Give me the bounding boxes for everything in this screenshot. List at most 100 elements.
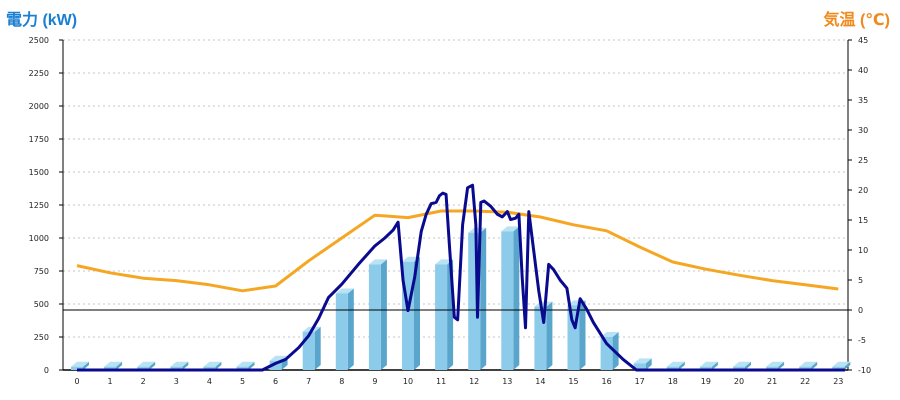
x-tick-label: 14	[535, 377, 545, 386]
bar-top	[335, 288, 354, 294]
x-tick-label: 16	[602, 377, 612, 386]
x-tick-label: 15	[568, 377, 578, 386]
bar-side	[248, 361, 255, 370]
bar-top	[435, 259, 454, 265]
left-tick-label: 750	[34, 267, 49, 276]
bar-top	[104, 361, 123, 367]
x-tick-label: 22	[800, 377, 810, 386]
x-tick-label: 23	[833, 377, 843, 386]
right-tick-label: 20	[858, 186, 868, 195]
power-bar	[699, 361, 718, 370]
right-tick-label: 40	[858, 66, 868, 75]
x-tick-label: 1	[108, 377, 113, 386]
power-bar	[170, 361, 189, 370]
left-tick-label: 1000	[29, 234, 49, 243]
power-bar	[832, 361, 851, 370]
right-tick-label: 15	[858, 216, 868, 225]
x-tick-label: 8	[339, 377, 344, 386]
left-tick-label: 2500	[29, 36, 49, 45]
bar-front	[170, 366, 183, 370]
power-bar	[666, 361, 685, 370]
x-tick-label: 19	[701, 377, 711, 386]
bar-top	[799, 361, 818, 367]
bar-side	[778, 361, 785, 370]
right-tick-label: 10	[858, 246, 868, 255]
right-tick-label: 30	[858, 126, 868, 135]
bar-front	[335, 293, 348, 370]
x-tick-label: 6	[273, 377, 278, 386]
bar-side	[116, 361, 123, 370]
series-lines	[63, 183, 848, 372]
bar-side	[513, 226, 520, 370]
x-tick-label: 11	[436, 377, 446, 386]
bar-top	[137, 361, 156, 367]
bar-front	[666, 366, 679, 370]
bar-front	[368, 264, 381, 370]
left-axis-unit-label: 電力 (kW)	[6, 12, 78, 29]
power-line	[77, 183, 845, 372]
bar-front	[501, 231, 514, 370]
bar-side	[314, 326, 321, 370]
bar-top	[170, 361, 189, 367]
bar-top	[699, 361, 718, 367]
power-bar	[766, 361, 785, 370]
power-bar	[104, 361, 123, 370]
bar-front	[832, 366, 845, 370]
power-bar	[368, 259, 387, 370]
bar-side	[844, 361, 851, 370]
bar-front	[137, 366, 150, 370]
left-tick-label: 1250	[29, 201, 49, 210]
bar-top	[600, 332, 619, 337]
bar-top	[402, 256, 420, 262]
x-tick-label: 10	[403, 377, 413, 386]
bar-front	[203, 366, 216, 370]
left-tick-label: 1500	[29, 168, 49, 177]
bar-front	[766, 366, 779, 370]
power-bar	[402, 256, 420, 370]
grid-lines	[63, 39, 848, 338]
right-tick-label: 0	[858, 306, 863, 315]
bar-front	[733, 366, 745, 370]
power-bar	[799, 361, 818, 370]
bar-side	[182, 361, 189, 370]
bar-front	[435, 264, 448, 370]
power-bar	[501, 226, 520, 370]
bar-top	[832, 361, 851, 367]
bar-top	[633, 358, 652, 364]
right-tick-label: 45	[858, 36, 868, 45]
x-tick-label: 20	[734, 377, 744, 386]
bar-top	[733, 361, 751, 367]
bar-side	[215, 361, 222, 370]
power-bar	[236, 361, 255, 370]
bar-top	[501, 226, 520, 232]
x-tick-label: 3	[174, 377, 179, 386]
right-tick-label: -5	[858, 336, 866, 345]
power-bar	[633, 358, 652, 370]
x-tick-label: 4	[207, 377, 212, 386]
bar-front	[699, 366, 712, 370]
bar-front	[633, 363, 646, 370]
x-tick-label: 21	[767, 377, 777, 386]
right-tick-label: 35	[858, 96, 868, 105]
power-bar	[71, 361, 89, 370]
bar-side	[380, 259, 387, 370]
right-tick-label: 5	[858, 276, 863, 285]
bar-front	[104, 366, 117, 370]
bar-top	[766, 361, 785, 367]
x-tick-label: 12	[469, 377, 479, 386]
bar-front	[71, 366, 83, 370]
bar-top	[203, 361, 222, 367]
bar-top	[368, 259, 387, 265]
power-bar	[335, 288, 354, 370]
right-tick-label: -10	[858, 366, 871, 375]
left-tick-label: 0	[44, 366, 49, 375]
x-tick-label: 5	[240, 377, 245, 386]
bar-front	[269, 360, 282, 370]
left-tick-label: 500	[34, 300, 49, 309]
x-tick-label: 17	[635, 377, 645, 386]
left-tick-label: 250	[34, 333, 49, 342]
bar-top	[71, 361, 89, 367]
bar-front	[799, 366, 812, 370]
bar-side	[678, 361, 685, 370]
